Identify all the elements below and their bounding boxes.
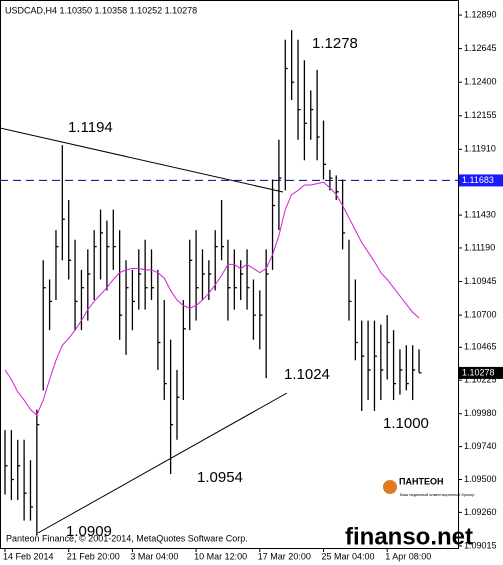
annotation: 1.1194	[68, 119, 113, 136]
y-tick-label: 1.12400	[464, 77, 497, 87]
y-tick-label: 1.12890	[464, 9, 497, 19]
footer: Panteon Finance, © 2001-2014, MetaQuotes…	[6, 533, 248, 543]
x-tick-label: 14 Feb 2014	[3, 551, 54, 561]
chart-title: USDCAD,H4 1.10350 1.10358 1.10252 1.1027…	[5, 5, 197, 15]
annotation: 1.1024	[284, 366, 330, 383]
level-box	[459, 174, 503, 187]
y-tick-label: 1.10465	[464, 342, 497, 352]
x-tick-label: 17 Mar 20:00	[258, 551, 311, 561]
level-label: 1.11683	[462, 175, 494, 185]
annotation: 1.1000	[383, 415, 429, 432]
y-tick-label: 1.12155	[464, 110, 497, 120]
x-tick-label: 21 Feb 20:00	[67, 551, 120, 561]
y-tick-label: 1.11430	[464, 209, 496, 219]
y-tick-label: 1.09015	[464, 540, 497, 550]
annotation: 1.0909	[66, 523, 112, 540]
y-tick-label: 1.09980	[464, 408, 497, 418]
y-tick-label: 1.10225	[464, 375, 497, 385]
logo-sub: Ваш надежный инвестиционный брокер	[400, 492, 475, 497]
x-tick-label: 25 Mar 04:00	[322, 551, 375, 561]
x-tick-label: 1 Apr 08:00	[385, 551, 431, 561]
trend-line	[0, 127, 284, 193]
price-label: 1.10278	[462, 367, 495, 377]
y-tick-label: 1.09740	[464, 441, 497, 451]
moving-average	[4, 181, 420, 416]
annotation: 1.0954	[197, 469, 243, 486]
x-tick-label: 10 Mar 12:00	[194, 551, 247, 561]
watermark: finanso.net	[345, 523, 473, 550]
annotation: 1.1278	[312, 35, 358, 52]
y-tick-label: 1.12645	[464, 43, 497, 53]
y-tick-label: 1.11910	[464, 144, 496, 154]
logo: ПАНТЕОН	[399, 476, 443, 486]
y-tick-label: 1.10945	[464, 276, 497, 286]
logo-icon	[383, 480, 397, 494]
y-tick-label: 1.09260	[464, 507, 497, 517]
y-tick-label: 1.10700	[464, 309, 497, 319]
y-tick-label: 1.09500	[464, 474, 497, 484]
trend-line	[37, 392, 288, 534]
x-tick-label: 3 Mar 04:00	[130, 551, 178, 561]
price-box	[459, 366, 503, 379]
y-tick-label: 1.11190	[464, 242, 495, 252]
